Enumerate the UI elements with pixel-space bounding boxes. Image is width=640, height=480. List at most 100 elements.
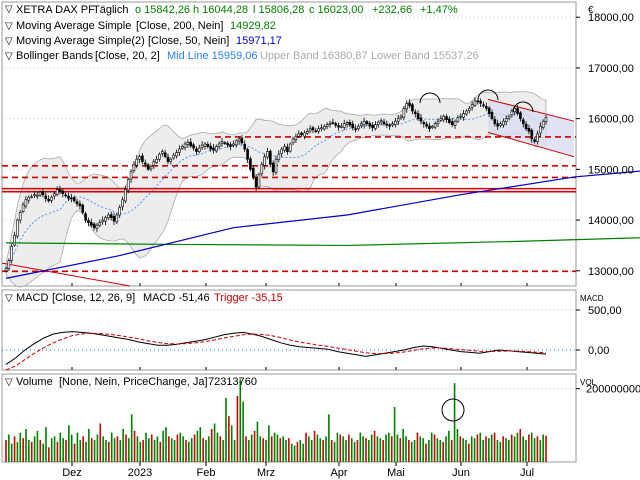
- candle-body: [436, 120, 440, 125]
- volume-bar: [476, 434, 479, 462]
- volume-bar: [76, 432, 79, 462]
- candle-body: [16, 219, 19, 237]
- ma200-label: Moving Average Simple: [16, 20, 131, 32]
- volume-bar: [422, 438, 424, 462]
- candle-body: [396, 118, 400, 122]
- x-tick-label: Jun: [452, 467, 470, 479]
- volume-bar: [379, 438, 382, 462]
- volume-bar: [299, 440, 302, 462]
- volume-bar: [445, 436, 447, 462]
- candle-body: [7, 260, 11, 269]
- trend-channel: [488, 99, 574, 157]
- candle-body: [283, 146, 286, 151]
- candle-body: [189, 141, 193, 147]
- collapse-icon[interactable]: ▽: [5, 21, 13, 32]
- candle-body: [516, 108, 519, 114]
- candle-body: [487, 107, 491, 114]
- collapse-icon[interactable]: ▽: [5, 4, 13, 15]
- volume-bar: [36, 430, 39, 462]
- volume-bar: [408, 440, 410, 462]
- volume-bar: [285, 440, 287, 462]
- volume-bar: [256, 421, 259, 462]
- collapse-icon[interactable]: ▽: [5, 293, 13, 304]
- candle-body: [149, 166, 153, 170]
- volume-bar: [539, 440, 542, 462]
- candle-body: [388, 124, 391, 127]
- candle-body: [158, 153, 161, 160]
- volume-bar: [45, 427, 47, 462]
- candle-body: [493, 119, 497, 125]
- candle-body: [340, 125, 343, 128]
- volume-label: Volume: [16, 376, 53, 388]
- candle-body: [109, 214, 113, 218]
- x-tick-label: Feb: [197, 467, 216, 479]
- candle-body: [118, 207, 121, 216]
- volume-bar: [8, 434, 10, 462]
- candle-body: [334, 123, 337, 126]
- volume-axis-title: VOL: [580, 378, 597, 387]
- candle-body: [419, 117, 423, 122]
- volume-bar: [150, 434, 153, 462]
- volume-bar: [128, 438, 130, 462]
- volume-bar: [222, 440, 224, 462]
- candle-body: [445, 116, 448, 120]
- volume-bar: [376, 436, 379, 462]
- candle-body: [425, 123, 428, 127]
- x-tick-label: 2023: [128, 467, 152, 479]
- volume-bar: [279, 438, 282, 462]
- volume-bar: [413, 440, 416, 462]
- volume-bar: [133, 430, 136, 462]
- volume-bar: [196, 430, 199, 462]
- collapse-icon[interactable]: ▽: [5, 377, 13, 388]
- candle-body: [35, 194, 39, 197]
- volume-bar: [53, 436, 56, 462]
- candle-body: [328, 123, 332, 126]
- volume-bar: [499, 441, 502, 462]
- volume-bar: [59, 432, 62, 462]
- candle-body: [533, 139, 536, 142]
- volume-bar: [130, 414, 133, 462]
- candle-body: [541, 120, 545, 128]
- volume-bar: [173, 440, 176, 462]
- volume-bar: [22, 438, 24, 462]
- candle-body: [89, 221, 93, 226]
- volume-bar: [93, 440, 96, 462]
- collapse-icon[interactable]: ▽: [5, 51, 13, 62]
- volume-bar: [179, 432, 182, 462]
- volume-bar: [13, 436, 16, 462]
- candle-body: [465, 110, 468, 115]
- candle-body: [209, 145, 212, 150]
- volume-bar: [519, 429, 522, 462]
- candle-body: [456, 117, 460, 122]
- volume-bar: [213, 423, 216, 462]
- candle-body: [55, 189, 59, 195]
- candle-body: [473, 100, 477, 106]
- candle-body: [476, 100, 480, 103]
- candle-body: [288, 143, 292, 152]
- volume-bar: [396, 434, 399, 462]
- volume-bar: [139, 441, 142, 462]
- candle-body: [394, 120, 397, 125]
- candle-body: [314, 130, 318, 132]
- candle-body: [510, 110, 514, 116]
- candle-body: [124, 189, 127, 202]
- volume-bar: [122, 429, 124, 462]
- pattern-arc: [419, 92, 441, 104]
- volume-bar: [316, 434, 319, 462]
- volume-bar: [496, 440, 499, 462]
- volume-bar: [436, 438, 439, 462]
- candle-body: [232, 143, 235, 146]
- volume-bar: [513, 436, 516, 462]
- candle-body: [359, 123, 363, 126]
- candle-body: [428, 125, 431, 130]
- volume-bar: [530, 432, 533, 462]
- volume-bar: [259, 436, 262, 462]
- volume-bar: [85, 441, 87, 462]
- candle-body: [536, 133, 539, 142]
- volume-bar: [533, 438, 536, 462]
- volume-bar: [165, 427, 167, 462]
- collapse-icon[interactable]: ▽: [5, 36, 13, 47]
- volume-bar: [5, 440, 7, 462]
- candle-body: [402, 108, 406, 118]
- candle-body: [507, 115, 511, 119]
